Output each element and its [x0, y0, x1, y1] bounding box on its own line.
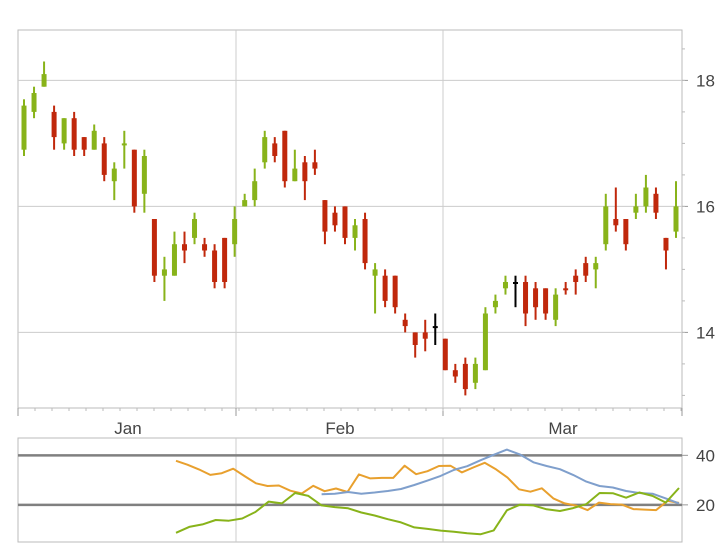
ohlc-bar: [392, 275, 398, 314]
ohlc-bar: [312, 149, 318, 175]
ohlc-bar: [492, 294, 498, 314]
ohlc-bar: [222, 237, 228, 289]
ohlc-bar: [292, 149, 298, 182]
ohlc-bar: [232, 206, 238, 257]
ohlc-bar: [282, 130, 288, 188]
ohlc-bar: [513, 275, 519, 308]
x-tick-label: Jan: [114, 419, 141, 438]
ohlc-bars: [21, 61, 679, 396]
indicator-series-line: [175, 459, 680, 512]
ohlc-bar: [523, 275, 529, 327]
ohlc-bar: [623, 219, 629, 251]
ohlc-bar: [21, 99, 27, 156]
ohlc-bar: [101, 137, 107, 182]
ohlc-bar: [502, 275, 508, 295]
ohlc-bar: [563, 282, 569, 295]
ohlc-bar: [131, 149, 137, 213]
ohlc-bar: [593, 256, 599, 289]
y-tick-label: 16: [696, 197, 715, 216]
ohlc-bar: [633, 193, 639, 219]
ohlc-bar: [613, 187, 619, 232]
ohlc-bar: [332, 206, 338, 232]
ohlc-bar: [543, 288, 549, 320]
ohlc-bar: [71, 111, 77, 156]
price-gridlines: [18, 30, 682, 408]
indicator-panel-frame: [17, 437, 683, 543]
ohlc-bar: [673, 181, 679, 238]
ohlc-bar: [302, 156, 308, 201]
indicator-series-line: [321, 448, 680, 505]
ohlc-bar: [422, 319, 428, 352]
ohlc-bar: [553, 288, 559, 327]
ohlc-bar: [181, 231, 187, 264]
ohlc-bar: [51, 105, 57, 150]
ohlc-bar: [362, 212, 368, 270]
ohlc-bar: [533, 282, 539, 320]
ohlc-bar: [61, 118, 67, 150]
ohlc-bar: [111, 162, 117, 201]
ohlc-bar: [141, 149, 147, 213]
date-x-axis: Jan Feb Mar: [17, 408, 683, 438]
ohlc-bar: [41, 61, 47, 87]
y-tick-label: 14: [696, 323, 715, 342]
indicator-y-tick-label: 40: [696, 446, 715, 465]
ohlc-bar: [382, 269, 388, 308]
ohlc-bar: [432, 313, 438, 345]
ohlc-bar: [372, 263, 378, 314]
indicator-y-tick-label: 20: [696, 496, 715, 515]
ohlc-bar: [583, 256, 589, 282]
ohlc-bar: [472, 357, 478, 390]
ohlc-bar: [262, 130, 268, 169]
ohlc-bar: [212, 244, 218, 289]
ohlc-bar: [202, 237, 208, 257]
ohlc-bar: [272, 137, 278, 163]
ohlc-bar: [482, 307, 488, 371]
ohlc-bar: [663, 237, 669, 270]
ohlc-bar: [171, 231, 177, 276]
indicator-lines: [175, 448, 680, 536]
ohlc-bar: [192, 212, 198, 245]
ohlc-bar: [322, 200, 328, 245]
ohlc-bar: [643, 174, 649, 213]
ohlc-bar: [573, 269, 579, 295]
ohlc-bar: [121, 130, 127, 169]
ohlc-bar: [81, 137, 87, 156]
price-panel-frame: [17, 29, 683, 409]
ohlc-bar: [452, 363, 458, 383]
ohlc-bar: [462, 357, 468, 396]
ohlc-bar: [603, 193, 609, 251]
ohlc-bar: [31, 86, 37, 119]
ohlc-bar: [151, 219, 157, 282]
y-tick-label: 18: [696, 71, 715, 90]
ohlc-bar: [442, 338, 448, 371]
price-y-axis: 14 16 18: [682, 48, 715, 396]
ohlc-bar: [412, 332, 418, 358]
x-tick-label: Feb: [325, 419, 354, 438]
ohlc-bar: [161, 256, 167, 301]
x-tick-label: Mar: [548, 419, 578, 438]
ohlc-bar: [91, 124, 97, 150]
ohlc-bar: [242, 193, 248, 207]
ohlc-bar: [402, 313, 408, 333]
ohlc-bar: [252, 168, 258, 207]
ohlc-bar: [653, 187, 659, 219]
indicator-series-line: [175, 487, 680, 536]
ohlc-bar: [352, 219, 358, 251]
ohlc-bar: [342, 206, 348, 245]
